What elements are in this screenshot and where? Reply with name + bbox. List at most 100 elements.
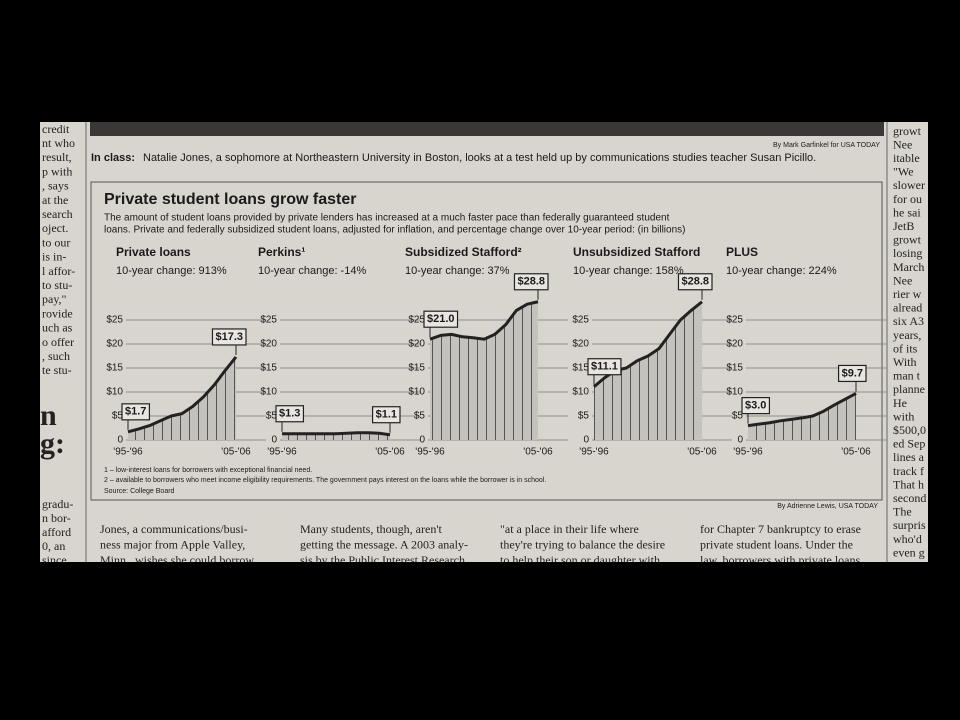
chart-subtitle: 10-year change: 158% (573, 265, 684, 277)
y-tick-label: 0 (271, 435, 277, 446)
column-text: to our (42, 235, 70, 249)
column-text: credit (42, 122, 70, 136)
photo-credit: By Mark Garfinkel for USA TODAY (773, 142, 880, 149)
article-text: for Chapter 7 bankruptcy to erase (700, 522, 861, 536)
chart-title: Private loans (116, 245, 191, 259)
column-text: With (893, 355, 917, 369)
chart-subtitle: 10-year change: 37% (405, 265, 510, 277)
x-tick-label: '95-'96 (113, 447, 143, 458)
column-text: losing (893, 246, 922, 260)
line (127, 356, 238, 434)
line (282, 431, 391, 437)
value-label-box (513, 273, 549, 291)
y-tick-label: $15 (106, 363, 123, 374)
article-text: getting the message. A 2003 analy- (300, 537, 468, 551)
y-tick-label: $20 (726, 339, 743, 350)
photo (90, 122, 884, 136)
value-label: $11.1 (587, 358, 622, 385)
value-label-text: $17.3 (215, 331, 243, 343)
graphic-intro: loans. Private and federally subsidized … (104, 225, 685, 236)
column-text: at the (42, 193, 68, 207)
column-text: o offer (42, 335, 74, 349)
y-tick-label: $10 (260, 387, 277, 398)
graphic-box (90, 181, 883, 501)
column-text: rier w (893, 287, 922, 301)
value-label-box (837, 364, 867, 383)
column-text: March (893, 260, 924, 274)
footnote: 2 – available to borrowers who meet inco… (104, 477, 546, 484)
chart-subtitle: 10-year change: -14% (258, 265, 366, 277)
column-text: 0, an (42, 539, 65, 553)
y-tick-label: $20 (106, 339, 123, 350)
y-tick-label: $20 (408, 339, 425, 350)
column-text: six A3 (893, 314, 924, 328)
column-text: even g (893, 545, 925, 559)
chart-title: Unsubsidized Stafford (573, 245, 700, 259)
article-text: Minn., wishes she could borrow (100, 553, 254, 567)
chart-subtitle: 10-year change: 224% (726, 265, 837, 277)
column-text: He (893, 396, 907, 410)
y-tick-label: $25 (726, 315, 743, 326)
newspaper-page: By Mark Garfinkel for USA TODAY In class… (40, 122, 928, 567)
chart-subtitle: 10-year change: 913% (116, 265, 227, 277)
line (747, 392, 857, 428)
column-text: gradu- (42, 497, 73, 511)
column-text: oject. (42, 221, 68, 235)
column-text: p with (42, 164, 72, 178)
value-label-box (275, 405, 305, 423)
column-text: alread (893, 301, 922, 315)
value-label: $21.0 (423, 310, 459, 338)
value-label-box (371, 406, 401, 424)
value-label: $3.0 (741, 397, 771, 424)
x-tick-label: '95-'96 (415, 447, 445, 458)
value-label: $28.8 (513, 273, 549, 300)
value-label-text: $28.8 (517, 276, 545, 288)
column-text: Nee (893, 273, 912, 287)
y-tick-label: $10 (726, 387, 743, 398)
column-text: growt (893, 124, 922, 138)
value-label-box (121, 403, 151, 421)
column-text: pay," (42, 292, 67, 306)
column-text: ed Sep (893, 437, 925, 451)
column-text: for ou (893, 192, 922, 206)
article-text: ness major from Apple Valley, (100, 537, 245, 551)
column-text: itable (893, 151, 920, 165)
x-tick-label: '05-'06 (687, 447, 717, 458)
column-text: , such (42, 349, 70, 363)
column-text: $500,0 (893, 423, 926, 437)
graphic-intro: The amount of student loans provided by … (104, 213, 670, 224)
area (128, 356, 236, 440)
y-tick-label: $25 (260, 315, 277, 326)
column-text: "We (893, 165, 914, 179)
y-tick-label: $5 (732, 411, 744, 422)
column-text: to stu- (42, 278, 72, 292)
area (594, 301, 702, 440)
article-text: Many students, though, aren't (300, 522, 442, 536)
column-text: of its (893, 341, 918, 355)
column-heading: n (40, 399, 57, 432)
value-label-text: $21.0 (427, 313, 455, 325)
y-tick-label: $5 (414, 411, 426, 422)
x-tick-label: '05-'06 (375, 447, 405, 458)
column-text: JetB (893, 219, 914, 233)
column-text: is in- (42, 250, 66, 264)
y-tick-label: $25 (408, 315, 425, 326)
value-label-text: $9.7 (842, 367, 863, 379)
y-tick-label: $10 (572, 387, 589, 398)
value-label-text: $28.8 (681, 276, 709, 288)
x-tick-label: '05-'06 (221, 447, 251, 458)
value-label-text: $1.1 (376, 409, 397, 421)
value-label-box (423, 310, 459, 328)
area (748, 393, 856, 440)
value-label-text: $3.0 (745, 400, 766, 412)
footnote: 1 – low-interest loans for borrowers wit… (104, 467, 312, 474)
column-text: afford (42, 525, 71, 539)
caption-label: In class: (91, 152, 135, 164)
column-text: uch as (42, 321, 73, 335)
column-text: The (893, 505, 912, 519)
column-text: he sai (893, 205, 921, 219)
y-tick-label: $15 (260, 363, 277, 374)
column-text: That h (893, 477, 924, 491)
y-tick-label: $15 (572, 363, 589, 374)
